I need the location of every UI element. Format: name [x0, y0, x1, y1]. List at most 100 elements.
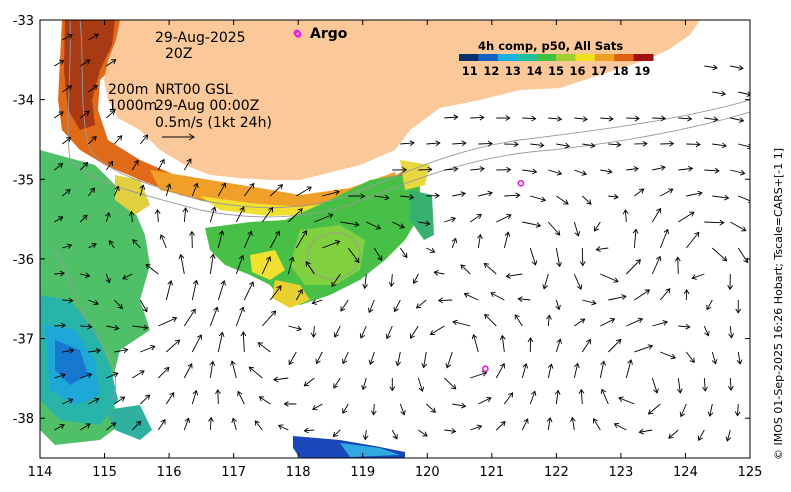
current-arrowhead — [66, 243, 73, 249]
current-arrowhead — [240, 331, 247, 337]
current-arrowhead — [734, 411, 741, 417]
current-arrow — [296, 186, 312, 197]
current-arrowhead — [196, 334, 203, 340]
x-tick-label: 120 — [415, 465, 440, 480]
current-arrowhead — [283, 401, 289, 407]
current-arrowhead — [57, 163, 64, 169]
current-arrow — [581, 339, 591, 353]
current-arrowhead — [697, 190, 703, 197]
current-arrowhead — [84, 110, 90, 116]
current-arrow — [555, 299, 560, 310]
current-arrow — [243, 231, 252, 249]
current-arrow — [443, 377, 457, 390]
current-arrow — [366, 221, 381, 230]
current-arrowhead — [143, 324, 149, 331]
current-arrowhead — [483, 262, 490, 269]
depth-deep-label: 1000m — [108, 98, 157, 114]
current-arrowhead — [647, 409, 654, 415]
current-arrow — [373, 247, 383, 261]
current-arrowhead — [84, 272, 91, 279]
current-arrow — [88, 349, 101, 353]
current-arrow — [574, 318, 585, 327]
current-arrowhead — [57, 216, 64, 222]
current-arrowhead — [239, 306, 245, 312]
current-arrowhead — [594, 226, 599, 232]
current-arrowhead — [706, 304, 712, 311]
current-arrow — [685, 232, 700, 249]
current-arrowhead — [395, 360, 402, 367]
current-arrow — [668, 429, 679, 439]
current-arrowhead — [231, 417, 237, 423]
current-arrowhead — [167, 280, 174, 286]
current-arrow — [680, 403, 687, 417]
current-arrow — [235, 307, 244, 327]
current-arrow — [470, 425, 482, 431]
current-arrow — [209, 361, 214, 379]
current-arrow — [634, 289, 650, 301]
current-arrow — [139, 185, 144, 197]
current-arrow — [686, 192, 703, 197]
current-arrowhead — [133, 159, 139, 166]
contour-west-loop — [54, 249, 117, 401]
current-arrow — [522, 169, 537, 173]
current-arrow — [347, 247, 360, 263]
current-arrowhead — [193, 182, 199, 189]
colorbar-tick-label: 16 — [570, 64, 586, 78]
current-arrow — [287, 257, 294, 275]
current-arrow — [243, 281, 254, 301]
current-arrowhead — [712, 64, 718, 71]
current-arrow — [217, 230, 223, 249]
current-arrowhead — [461, 140, 467, 147]
current-arrow — [418, 429, 428, 437]
current-arrowhead — [388, 281, 395, 288]
current-arrow — [217, 389, 219, 405]
current-arrow — [518, 298, 531, 301]
current-arrow — [504, 194, 520, 197]
current-arrowhead — [221, 182, 227, 188]
current-arrow — [634, 345, 653, 353]
current-arrowhead — [476, 213, 482, 219]
current-arrowhead — [209, 253, 216, 259]
current-arrowhead — [591, 299, 597, 306]
current-arrow — [54, 374, 66, 379]
current-arrow — [547, 364, 552, 379]
current-arrow — [413, 273, 419, 284]
colorbar-tick-label: 12 — [483, 64, 499, 78]
current-arrow — [470, 372, 487, 379]
current-arrow — [521, 363, 527, 379]
current-arrowhead — [303, 381, 310, 387]
current-arrowhead — [93, 33, 99, 39]
current-arrowhead — [239, 206, 245, 212]
plot-frame — [39, 19, 751, 459]
current-arrow — [704, 117, 718, 121]
current-arrowhead — [415, 303, 422, 309]
current-arrowhead — [89, 187, 95, 193]
current-arrowhead — [616, 141, 622, 148]
current-arrowhead — [160, 419, 166, 425]
current-arrowhead — [600, 360, 606, 366]
x-tick-label: 116 — [157, 465, 182, 480]
current-arrowhead — [517, 296, 523, 302]
current-arrowhead — [618, 396, 624, 402]
current-arrow — [312, 325, 315, 338]
current-arrowhead — [333, 332, 340, 338]
sst-patch-leeuwin-core — [64, 20, 115, 130]
current-arrowhead — [585, 338, 591, 345]
current-arrow — [521, 418, 529, 431]
current-arrowhead — [186, 158, 192, 164]
current-arrow — [580, 389, 583, 405]
current-arrow — [278, 424, 289, 431]
current-arrowhead — [248, 366, 255, 372]
current-arrowhead — [178, 253, 185, 260]
argo-markers — [294, 30, 525, 373]
current-arrowhead — [65, 189, 71, 195]
current-arrowhead — [230, 360, 236, 366]
current-arrowhead — [117, 303, 123, 310]
current-arrowhead — [385, 333, 392, 340]
current-arrow — [305, 261, 315, 275]
current-arrowhead — [460, 264, 466, 270]
current-arrow — [574, 169, 587, 175]
current-arrowhead — [174, 339, 181, 345]
current-arrowhead — [579, 261, 586, 267]
current-arrow — [478, 192, 493, 197]
